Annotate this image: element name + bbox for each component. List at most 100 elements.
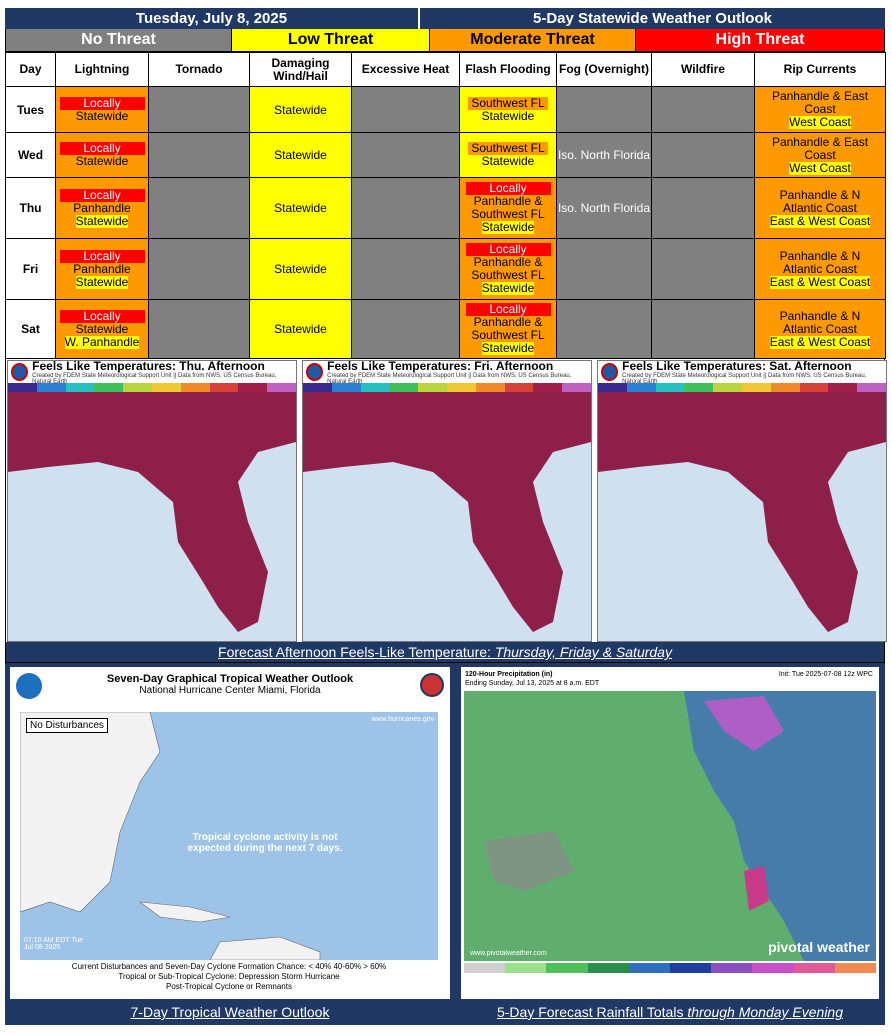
temperature-colorbar bbox=[303, 383, 591, 392]
lightning-cell: Locally Statewide W. Panhandle bbox=[55, 299, 149, 359]
chip-locally: Locally bbox=[59, 309, 145, 323]
chip-area: Panhandle & Southwest FL bbox=[468, 195, 548, 221]
flood-cell: Locally Panhandle & Southwest FL Statewi… bbox=[459, 177, 557, 239]
flood-cell: Southwest FL Statewide bbox=[459, 132, 557, 178]
chip-area: Panhandle & Southwest FL bbox=[468, 316, 548, 342]
chip-area: Panhandle & East Coast bbox=[770, 89, 870, 116]
chip-area: Southwest FL bbox=[468, 96, 548, 110]
chip-locally: Locally bbox=[59, 96, 145, 110]
row-day: Sat bbox=[5, 299, 56, 359]
rip-cell: Panhandle & N Atlantic Coast East & West… bbox=[754, 299, 886, 359]
table-row: Tues Locally Statewide Statewide Southwe… bbox=[5, 86, 886, 133]
col-flood: Flash Flooding bbox=[459, 52, 557, 87]
chip-area: W. Panhandle bbox=[64, 334, 140, 349]
wind-cell: Statewide bbox=[249, 132, 352, 178]
legend-moderate-threat: Moderate Threat bbox=[430, 29, 636, 51]
chip-area: East & West Coast bbox=[769, 274, 871, 289]
temperature-colorbar bbox=[598, 383, 886, 392]
chip-locally: Locally bbox=[59, 142, 145, 155]
nhc-website: www.hurricanes.gov bbox=[371, 716, 434, 723]
wildfire-cell bbox=[651, 299, 755, 359]
tornado-cell bbox=[148, 132, 250, 178]
col-lightning: Lightning bbox=[55, 52, 149, 87]
fog-cell: Iso. North Florida bbox=[556, 132, 652, 178]
rip-cell: Panhandle & N Atlantic Coast East & West… bbox=[754, 238, 886, 300]
table-row: Sat Locally Statewide W. Panhandle State… bbox=[5, 299, 886, 359]
legend-high-threat: High Threat bbox=[636, 29, 884, 51]
legend-low-threat: Low Threat bbox=[232, 29, 430, 51]
heat-cell bbox=[351, 177, 460, 239]
chip-area: Panhandle & East Coast bbox=[770, 134, 870, 162]
col-wind: Damaging Wind/Hail bbox=[249, 52, 352, 87]
chip-area: Panhandle & Southwest FL bbox=[468, 256, 548, 282]
col-fog: Fog (Overnight) bbox=[556, 52, 652, 87]
florida-map bbox=[8, 392, 296, 632]
rip-cell: Panhandle & East Coast West Coast bbox=[754, 132, 886, 178]
tornado-cell bbox=[148, 299, 250, 359]
bottom-panels: Seven-Day Graphical Tropical Weather Out… bbox=[5, 663, 885, 1025]
tropical-outlook: Seven-Day Graphical Tropical Weather Out… bbox=[10, 667, 450, 999]
report-date: Tuesday, July 8, 2025 bbox=[5, 8, 420, 29]
chip-area: Statewide bbox=[481, 220, 535, 234]
map-credit: Created by FDEM State Meteorological Sup… bbox=[622, 373, 867, 385]
florida-map bbox=[598, 392, 886, 632]
col-heat: Excessive Heat bbox=[351, 52, 460, 87]
fdem-logo-icon bbox=[11, 363, 29, 381]
tropical-title: Seven-Day Graphical Tropical Weather Out… bbox=[106, 673, 354, 685]
tropical-timestamp: 07:10 AM EDT Tue Jul 08 2025 bbox=[24, 937, 84, 951]
fog-cell bbox=[556, 86, 652, 133]
chip-area: West Coast bbox=[789, 160, 851, 175]
threat-table: Day Lightning Tornado Damaging Wind/Hail… bbox=[5, 52, 886, 359]
lightning-cell: Locally Statewide bbox=[55, 132, 149, 178]
legend-no-threat: No Threat bbox=[6, 29, 232, 51]
temperature-colorbar bbox=[8, 383, 296, 392]
chip-area: Southwest FL bbox=[468, 142, 548, 155]
chip-area: Statewide bbox=[75, 213, 129, 228]
tornado-cell bbox=[148, 86, 250, 133]
wildfire-cell bbox=[651, 238, 755, 300]
chip-area: Panhandle bbox=[73, 261, 131, 276]
tropical-message: Tropical cyclone activity is not expecte… bbox=[187, 832, 343, 854]
rainfall-title: 120-Hour Precipitation (in) bbox=[465, 671, 553, 678]
feels-like-map-sat: Feels Like Temperatures: Sat. Afternoon C… bbox=[597, 360, 887, 642]
fog-cell bbox=[556, 299, 652, 359]
tornado-cell bbox=[148, 238, 250, 300]
chip-locally: Locally bbox=[465, 182, 551, 195]
chip-area: Statewide bbox=[75, 108, 129, 123]
no-disturbances-badge: No Disturbances bbox=[26, 718, 108, 733]
feels-like-caption: Forecast Afternoon Feels-Like Temperatur… bbox=[6, 642, 884, 662]
row-day: Thu bbox=[5, 177, 56, 239]
atlantic-map: No Disturbances www.hurricanes.gov Tropi… bbox=[20, 712, 438, 960]
chip-locally: Locally bbox=[59, 249, 145, 263]
chip-area: West Coast bbox=[789, 115, 851, 129]
lightning-cell: Locally Panhandle Statewide bbox=[55, 238, 149, 300]
chip-area: Statewide bbox=[481, 154, 535, 168]
tornado-cell bbox=[148, 177, 250, 239]
wildfire-cell bbox=[651, 86, 755, 133]
fog-cell: Iso. North Florida bbox=[556, 177, 652, 239]
chip-area: Statewide bbox=[75, 321, 129, 336]
chip-area: East & West Coast bbox=[769, 334, 871, 349]
map-title: Feels Like Temperatures: Fri. Afternoon bbox=[327, 360, 554, 373]
wildfire-cell bbox=[651, 177, 755, 239]
rainfall-outlook: 120-Hour Precipitation (in) Ending Sunda… bbox=[461, 667, 879, 999]
rainfall-site: www.pivotalweather.com bbox=[470, 950, 547, 957]
table-row: Thu Locally Panhandle Statewide Statewid… bbox=[5, 177, 886, 239]
map-title: Feels Like Temperatures: Thu. Afternoon bbox=[32, 360, 265, 373]
noaa-logo-icon bbox=[16, 673, 42, 699]
feels-like-map-fri: Feels Like Temperatures: Fri. Afternoon C… bbox=[302, 360, 592, 642]
header-bar: Tuesday, July 8, 2025 5-Day Statewide We… bbox=[5, 8, 885, 29]
map-credit: Created by FDEM State Meteorological Sup… bbox=[32, 373, 277, 385]
row-day: Wed bbox=[5, 132, 56, 178]
col-wildfire: Wildfire bbox=[651, 52, 755, 87]
col-day: Day bbox=[5, 52, 56, 87]
chip-area: Panhandle & N Atlantic Coast bbox=[770, 309, 870, 336]
rainfall-init: Init: Tue 2025-07-08 12z WPC bbox=[778, 671, 873, 678]
lightning-cell: Locally Statewide bbox=[55, 86, 149, 133]
flood-cell: Locally Panhandle & Southwest FL Statewi… bbox=[459, 238, 557, 300]
lightning-cell: Locally Panhandle Statewide bbox=[55, 177, 149, 239]
nws-logo-icon bbox=[420, 673, 444, 697]
chip-area: Statewide bbox=[75, 154, 129, 168]
wildfire-cell bbox=[651, 132, 755, 178]
fdem-logo-icon bbox=[306, 363, 324, 381]
